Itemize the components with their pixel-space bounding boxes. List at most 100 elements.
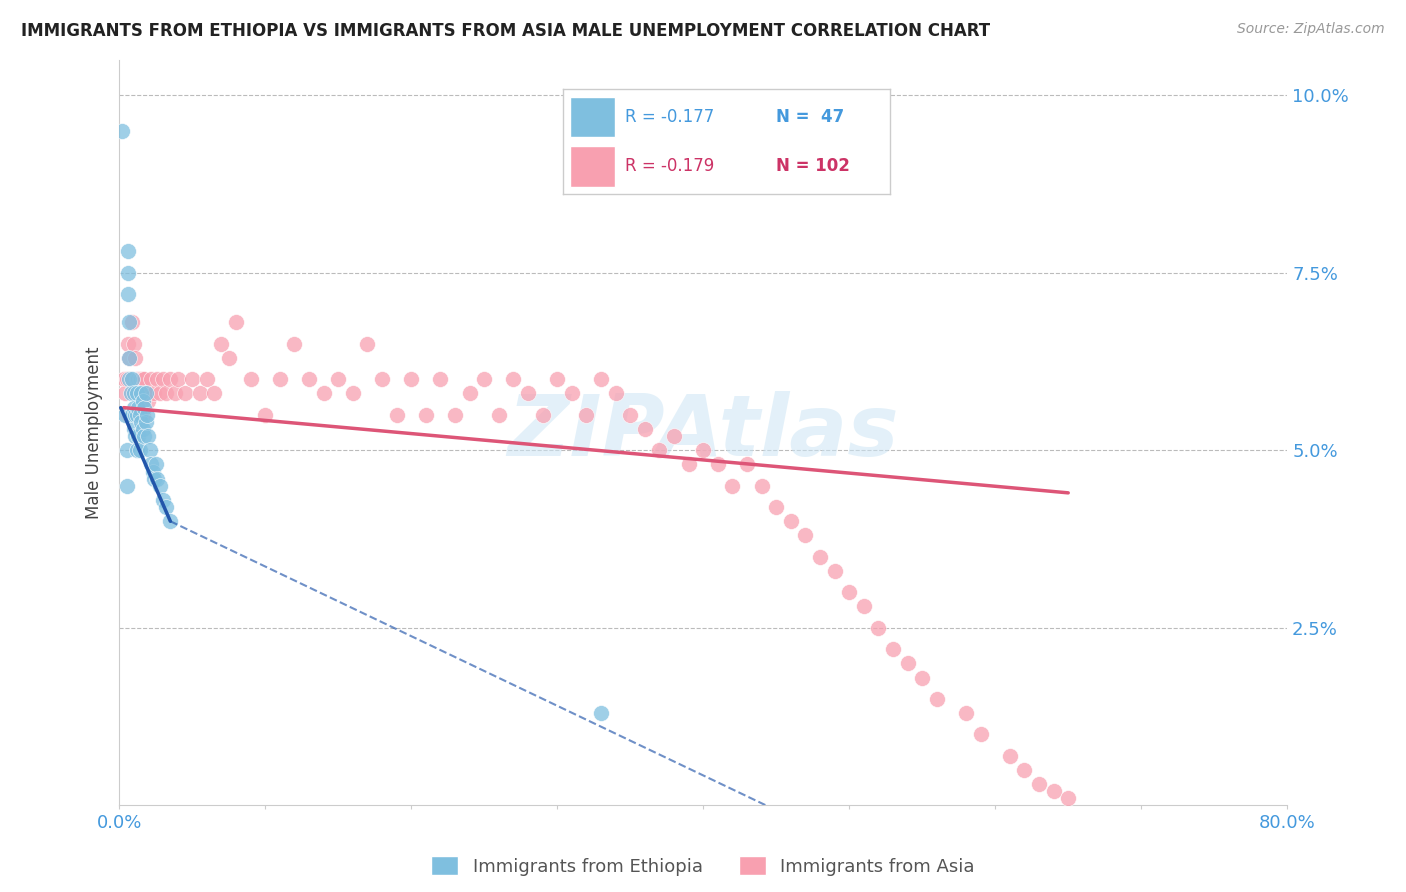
Point	[152, 372, 174, 386]
Point	[143, 386, 166, 401]
Point	[159, 514, 181, 528]
Point	[131, 393, 153, 408]
Point	[138, 429, 160, 443]
Point	[385, 408, 408, 422]
Point	[163, 386, 186, 401]
Point	[131, 408, 153, 422]
Point	[118, 351, 141, 365]
Point	[356, 336, 378, 351]
Point	[132, 429, 155, 443]
Point	[146, 472, 169, 486]
Point	[342, 386, 364, 401]
Point	[662, 429, 685, 443]
Point	[735, 458, 758, 472]
Point	[114, 386, 136, 401]
Point	[132, 401, 155, 415]
Point	[546, 372, 568, 386]
Point	[166, 372, 188, 386]
Point	[122, 386, 145, 401]
Point	[211, 336, 233, 351]
Point	[838, 585, 860, 599]
Text: ZIPAtlas: ZIPAtlas	[508, 391, 898, 474]
Point	[174, 386, 197, 401]
Point	[118, 408, 141, 422]
Point	[124, 351, 146, 365]
Point	[125, 443, 148, 458]
Point	[118, 372, 141, 386]
Point	[139, 443, 162, 458]
Point	[751, 479, 773, 493]
Point	[589, 372, 612, 386]
Point	[127, 429, 149, 443]
Point	[128, 408, 150, 422]
Point	[122, 422, 145, 436]
Point	[121, 408, 143, 422]
Point	[124, 429, 146, 443]
Point	[458, 386, 481, 401]
Point	[135, 386, 157, 401]
Point	[188, 386, 211, 401]
Point	[149, 479, 172, 493]
Point	[149, 386, 172, 401]
Point	[794, 528, 817, 542]
Point	[824, 564, 846, 578]
Point	[115, 443, 138, 458]
Point	[202, 386, 225, 401]
Point	[129, 372, 152, 386]
Point	[998, 748, 1021, 763]
Point	[328, 372, 350, 386]
Point	[136, 408, 159, 422]
Point	[135, 415, 157, 429]
Point	[115, 408, 138, 422]
Point	[135, 386, 157, 401]
Point	[117, 244, 139, 259]
Point	[127, 408, 149, 422]
Point	[129, 408, 152, 422]
Point	[120, 408, 142, 422]
Point	[122, 336, 145, 351]
Point	[121, 408, 143, 422]
Point	[159, 372, 181, 386]
Point	[692, 443, 714, 458]
Point	[897, 657, 920, 671]
Point	[142, 465, 165, 479]
Point	[117, 266, 139, 280]
Point	[131, 422, 153, 436]
Point	[298, 372, 321, 386]
Point	[111, 123, 134, 137]
Point	[1028, 777, 1050, 791]
Point	[218, 351, 240, 365]
Point	[112, 372, 135, 386]
Point	[141, 372, 163, 386]
Point	[561, 386, 583, 401]
Point	[129, 386, 152, 401]
Point	[678, 458, 700, 472]
Point	[472, 372, 495, 386]
Point	[852, 599, 875, 614]
Point	[122, 408, 145, 422]
Point	[531, 408, 554, 422]
Point	[765, 500, 787, 514]
Point	[605, 386, 627, 401]
Point	[488, 408, 510, 422]
Point	[312, 386, 335, 401]
Point	[131, 372, 153, 386]
Point	[283, 336, 305, 351]
Point	[125, 408, 148, 422]
Point	[1042, 784, 1064, 798]
Point	[155, 500, 177, 514]
Point	[868, 621, 890, 635]
Point	[634, 422, 657, 436]
Point	[152, 492, 174, 507]
Point	[721, 479, 744, 493]
Point	[517, 386, 540, 401]
Point	[808, 549, 831, 564]
Point	[707, 458, 730, 472]
Point	[779, 514, 801, 528]
Point	[195, 372, 218, 386]
Point	[121, 315, 143, 329]
Y-axis label: Male Unemployment: Male Unemployment	[86, 346, 103, 519]
Point	[254, 408, 277, 422]
Point	[269, 372, 291, 386]
Point	[118, 351, 141, 365]
